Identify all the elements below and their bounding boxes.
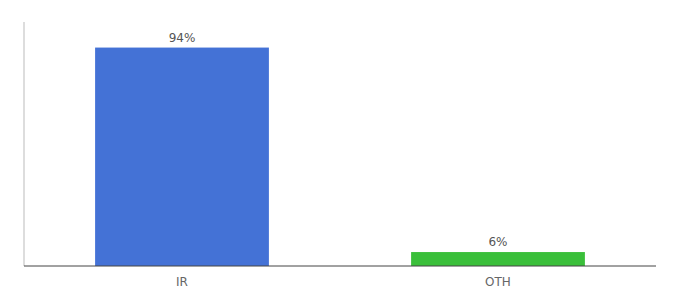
x-tick-label: OTH xyxy=(485,275,511,289)
plot-area xyxy=(24,22,656,266)
bar xyxy=(95,48,269,266)
data-label: 94% xyxy=(169,31,196,45)
y-axis-line xyxy=(24,22,25,266)
bars xyxy=(95,48,585,266)
chart-svg: 94% 6% IR OTH xyxy=(0,0,680,300)
bar xyxy=(411,252,585,266)
data-label: 6% xyxy=(488,235,507,249)
x-tick-label: IR xyxy=(176,275,188,289)
x-axis-line xyxy=(24,266,656,267)
chart-container: 94% 6% IR OTH xyxy=(0,0,680,300)
